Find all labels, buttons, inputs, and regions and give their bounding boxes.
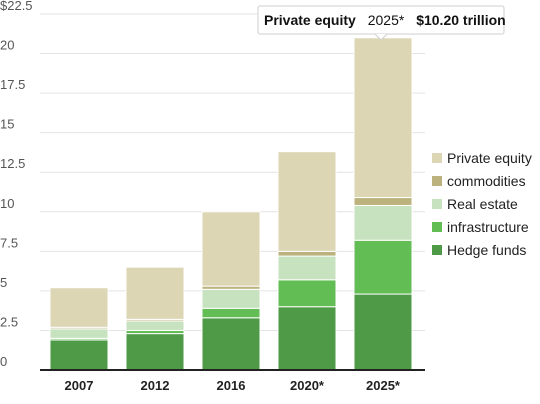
bar-segment (277, 255, 337, 281)
bars (49, 37, 413, 371)
legend-label: Hedge funds (447, 242, 526, 258)
bar-segment (201, 307, 261, 319)
x-category-label: 2012 (141, 378, 170, 393)
x-category-label: 2007 (65, 378, 94, 393)
y-tick-label: 2.5 (0, 314, 18, 329)
bar-segment (353, 239, 413, 295)
y-tick-label: 17.5 (0, 77, 25, 92)
y-tick-label: $22.5 (0, 0, 33, 13)
y-tick-label: 0 (0, 354, 7, 369)
bar-segment (353, 293, 413, 371)
bar-segment (353, 197, 413, 206)
legend-label: infrastructure (447, 219, 529, 235)
y-tick-label: 20 (0, 38, 14, 53)
bar-segment (49, 328, 109, 339)
annotation-tooltip: Private equity 2025* $10.20 trillion (257, 5, 506, 41)
bar-segment (49, 339, 109, 371)
legend-swatch (432, 153, 442, 163)
annotation-value: $10.20 trillion (416, 12, 505, 28)
legend-swatch (432, 222, 442, 232)
bar-segment (201, 317, 261, 371)
legend-label: Private equity (447, 150, 532, 166)
x-category-label: 2020* (290, 378, 325, 393)
bar-segment (125, 333, 185, 371)
bar-segment (201, 211, 261, 287)
legend-swatch (432, 176, 442, 186)
y-tick-label: 10 (0, 196, 14, 211)
bar-segment (277, 279, 337, 308)
legend-swatch (432, 199, 442, 209)
bar-segment (277, 151, 337, 252)
legend-label: Real estate (447, 196, 518, 212)
bar-segment (201, 288, 261, 309)
bar-segment (277, 250, 337, 257)
legend-swatch (432, 245, 442, 255)
x-category-label: 2016 (217, 378, 246, 393)
y-axis-ticks: $22.5 20 17.5 15 12.5 10 7.5 5 2.5 0 (0, 0, 33, 369)
legend-label: commodities (447, 173, 526, 189)
bar-segment (277, 306, 337, 371)
bar-segment (125, 320, 185, 331)
annotation-pointer (374, 33, 388, 41)
bar-segment (353, 204, 413, 241)
annotation-year: 2025* (368, 12, 405, 28)
y-tick-label: 12.5 (0, 156, 25, 171)
x-axis-categories: 2007 2012 2016 2020* 2025* (65, 378, 401, 393)
bar-segment (353, 37, 413, 199)
annotation-text: Private equity 2025* $10.20 trillion (264, 12, 506, 28)
y-tick-label: 7.5 (0, 235, 18, 250)
y-tick-label: 15 (0, 117, 14, 132)
bar-segment (49, 287, 109, 328)
bar-segment (125, 266, 185, 320)
legend: Private equity commodities Real estate infr… (432, 150, 532, 258)
x-category-label: 2025* (366, 378, 401, 393)
annotation-series: Private equity (264, 12, 356, 28)
y-tick-label: 5 (0, 275, 7, 290)
